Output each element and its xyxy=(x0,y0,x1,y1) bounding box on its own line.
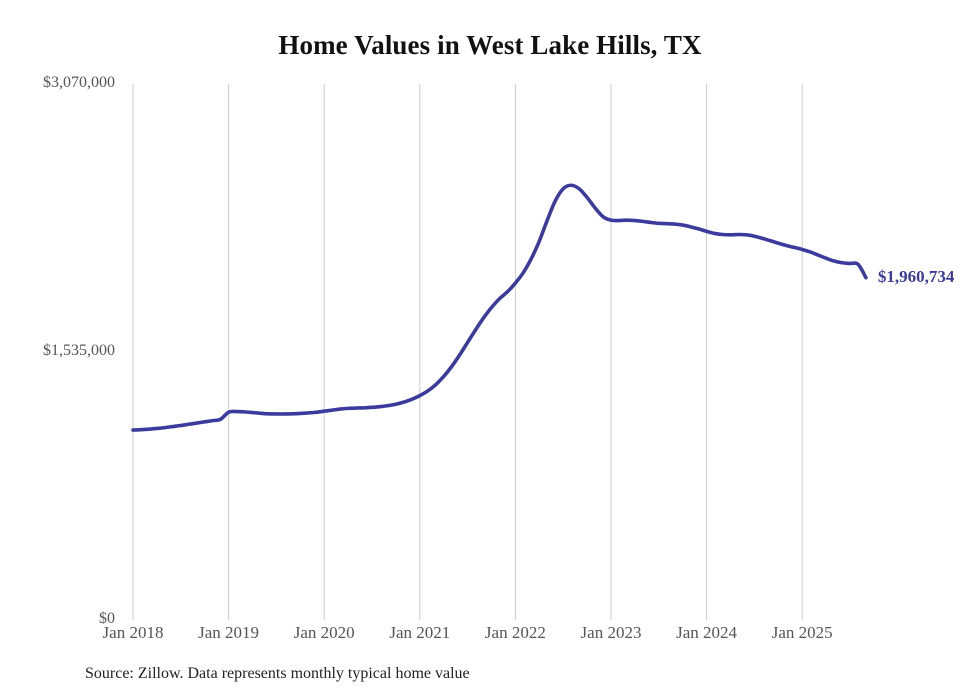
x-tick-label: Jan 2018 xyxy=(102,623,164,642)
x-tick-label: Jan 2021 xyxy=(389,623,451,642)
y-tick-label: $0 xyxy=(99,610,115,627)
end-value-annotation: $1,960,734 xyxy=(877,266,955,286)
gridlines xyxy=(132,84,803,620)
source-note: Source: Zillow. Data represents monthly … xyxy=(85,665,470,682)
series-line-typical-home-value xyxy=(131,183,868,432)
x-tick-label: Jan 2022 xyxy=(484,623,546,642)
data-line-group xyxy=(131,183,868,432)
x-tick-label: Jan 2020 xyxy=(293,623,355,642)
page-title: Home Values in West Lake Hills, TX xyxy=(278,30,702,60)
x-tick-label: Jan 2025 xyxy=(771,623,833,642)
x-tick-label: Jan 2024 xyxy=(676,623,738,642)
y-tick-label: $1,535,000 xyxy=(43,342,115,359)
x-tick-label: Jan 2019 xyxy=(198,623,260,642)
x-tick-label: Jan 2023 xyxy=(580,623,642,642)
y-tick-label: $3,070,000 xyxy=(43,74,115,91)
